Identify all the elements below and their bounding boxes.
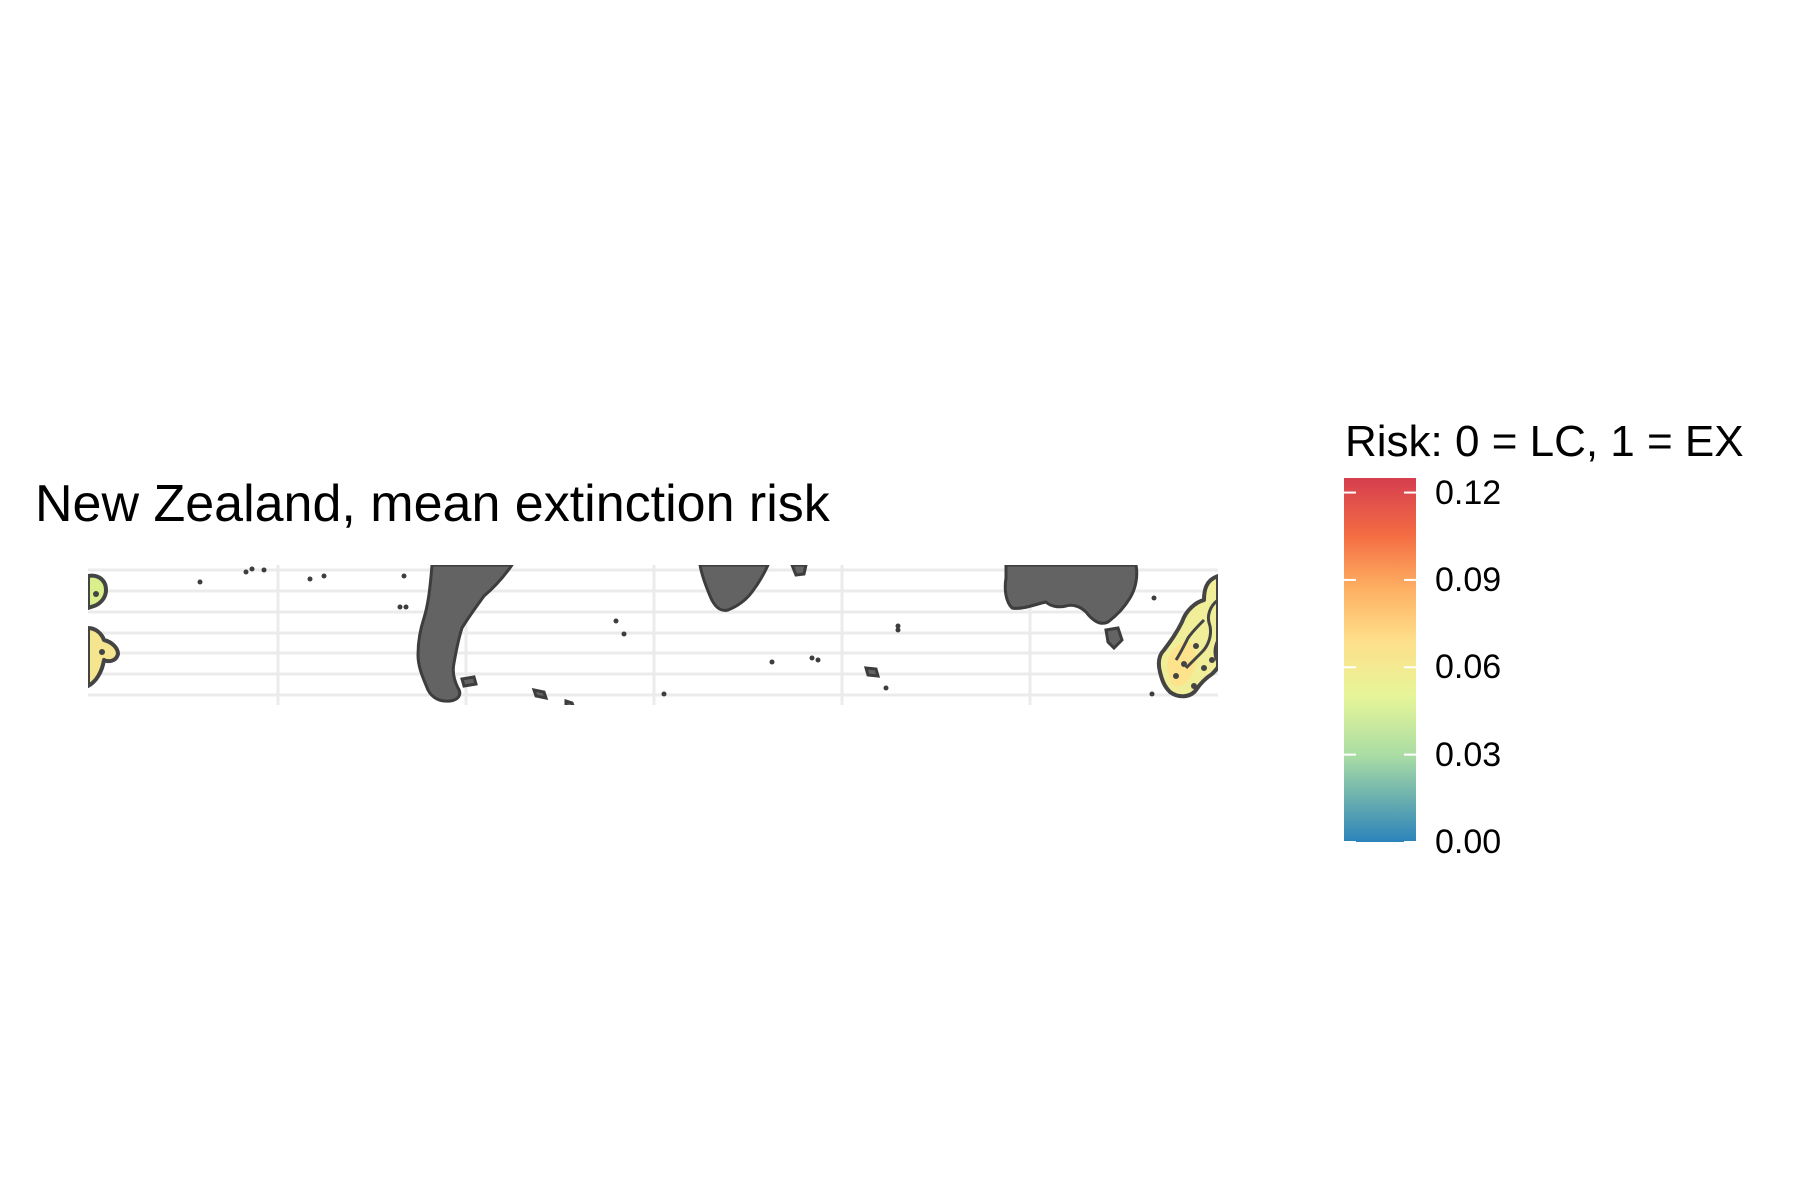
new-zealand-islet-west-2 xyxy=(93,591,99,597)
land-south-america xyxy=(416,565,514,703)
land-falklands xyxy=(460,675,478,688)
land-australia xyxy=(1003,565,1139,625)
legend-tick-label: 0.12 xyxy=(1435,473,1502,512)
land-madagascar xyxy=(790,565,808,577)
legend-tick-label: 0.00 xyxy=(1435,823,1502,861)
legend-tick-label: 0.06 xyxy=(1435,648,1502,687)
new-zealand-region-west-lower xyxy=(88,626,120,688)
small-islands xyxy=(197,566,1157,697)
legend-title: Risk: 0 = LC, 1 = EX xyxy=(1345,417,1744,466)
new-zealand-islet-west xyxy=(99,649,105,655)
legend-tick-label: 0.03 xyxy=(1435,735,1502,774)
legend-tick-marks xyxy=(1344,491,1416,843)
new-zealand-islets-east xyxy=(1173,643,1215,689)
legend-colorbar xyxy=(1344,478,1416,843)
plot-title: New Zealand, mean extinction risk xyxy=(35,475,830,533)
legend-gradient xyxy=(1344,478,1416,842)
legend-tick-label: 0.09 xyxy=(1435,560,1502,599)
land-antarctic-fringe xyxy=(531,666,881,705)
land-tasmania xyxy=(1104,626,1124,651)
land-southern-africa xyxy=(698,565,770,612)
new-zealand-coastlines-east xyxy=(1174,598,1218,670)
